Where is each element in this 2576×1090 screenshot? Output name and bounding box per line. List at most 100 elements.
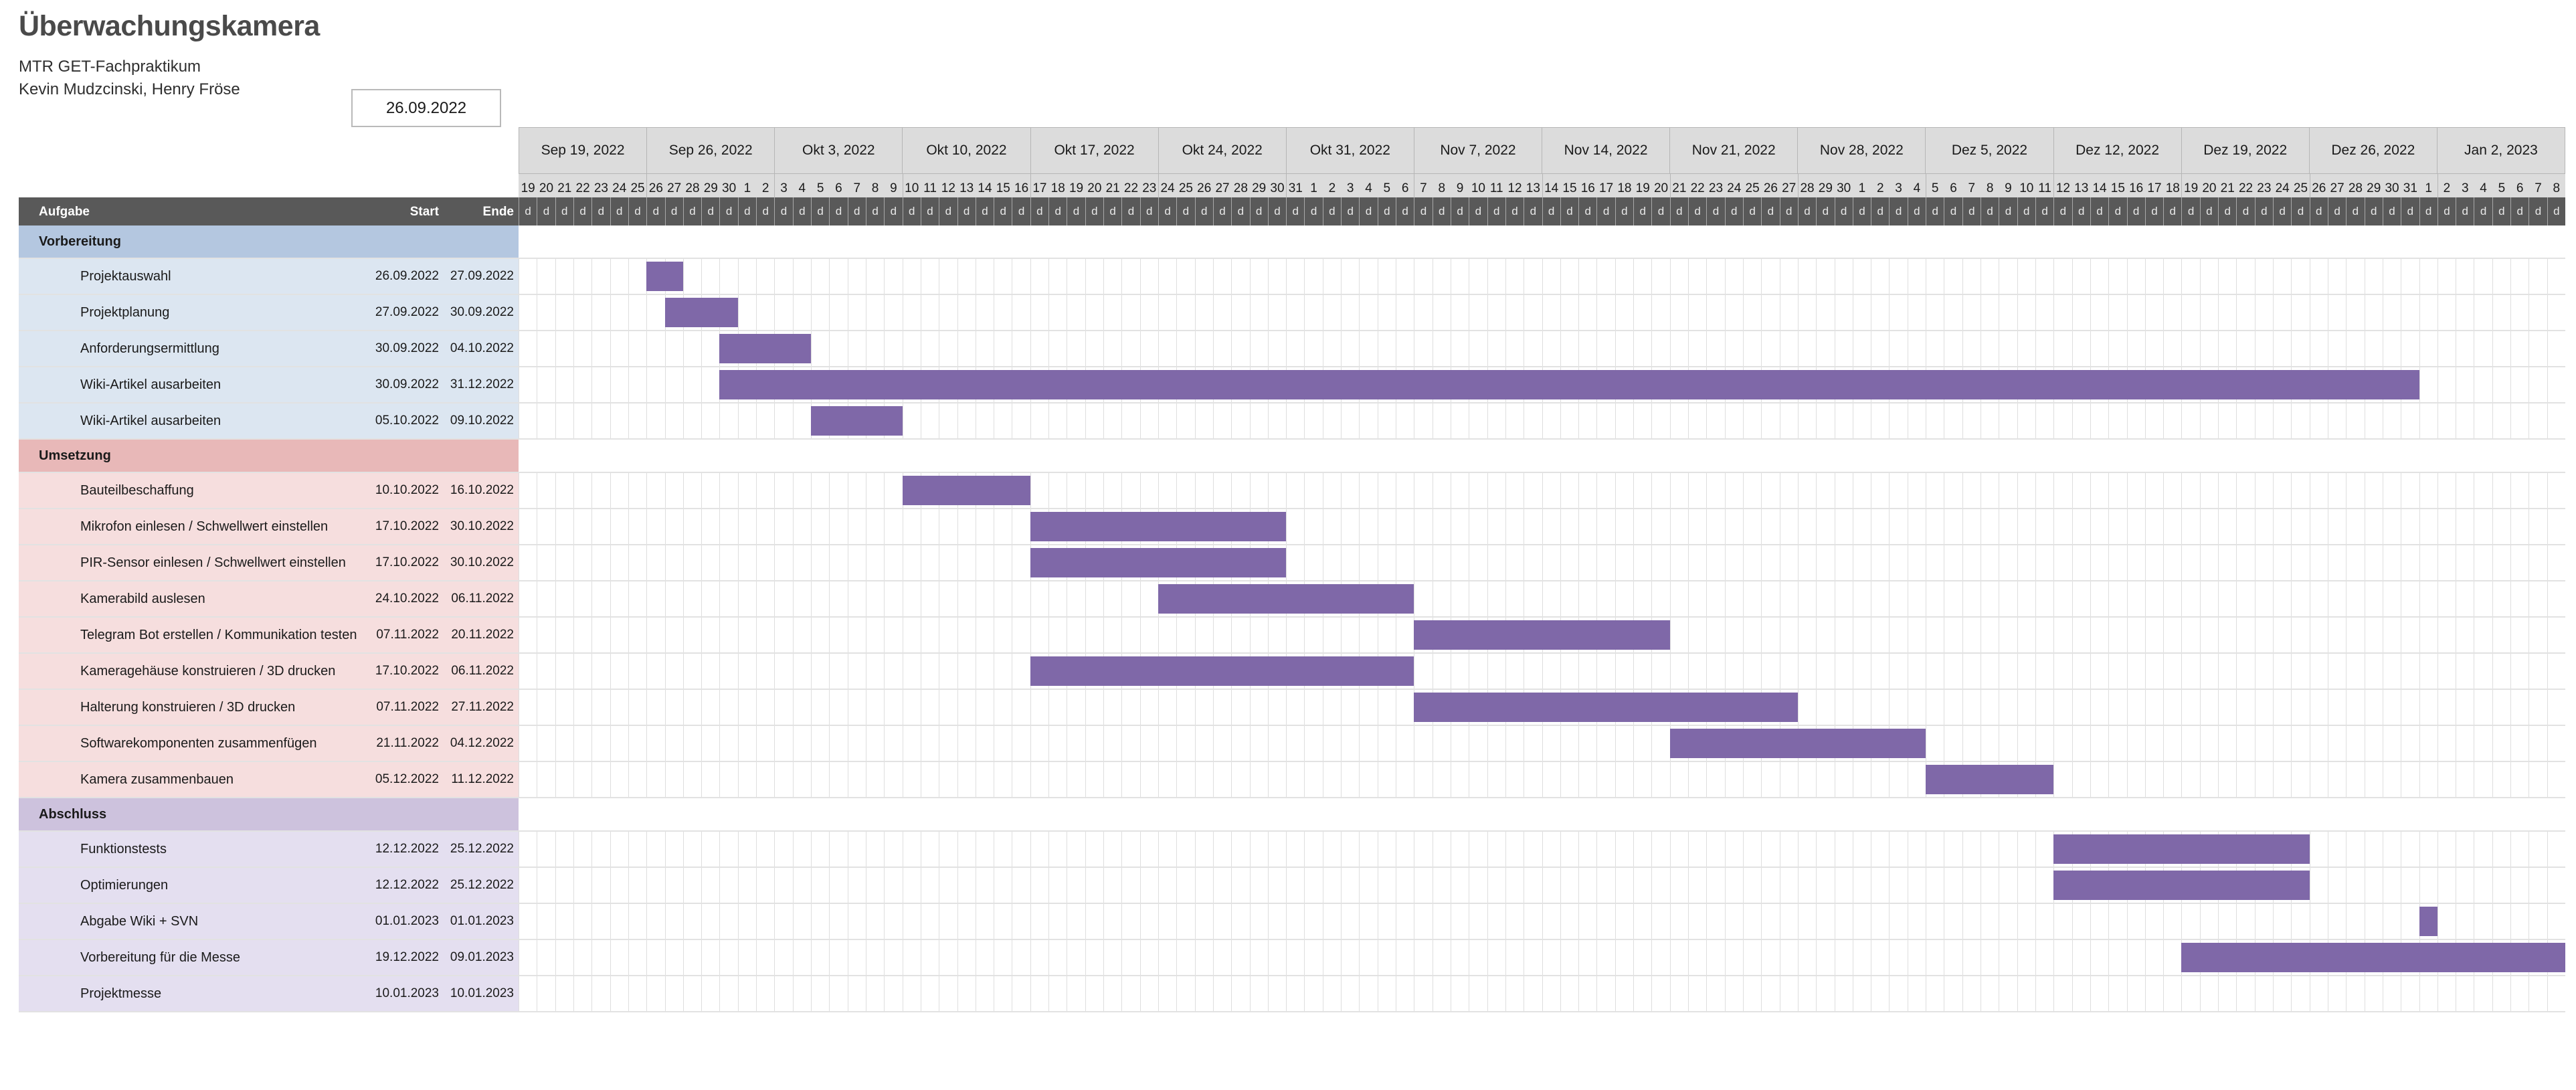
row-timeline-area[interactable] [519, 509, 2565, 544]
table-row[interactable]: Bauteilbeschaffung 10.10.2022 16.10.2022 [19, 473, 2565, 509]
row-timeline-area[interactable] [519, 618, 2565, 652]
row-timeline-area[interactable] [519, 545, 2565, 580]
grid-cell [2144, 976, 2163, 1011]
row-timeline-area[interactable] [519, 225, 2565, 258]
row-timeline-area[interactable] [519, 798, 2565, 830]
grid-cell [1907, 259, 1926, 294]
row-timeline-area[interactable] [519, 440, 2565, 472]
row-timeline-area[interactable] [519, 295, 2565, 330]
table-row[interactable]: Optimierungen 12.12.2022 25.12.2022 [19, 868, 2565, 904]
grid-cell [1396, 295, 1414, 330]
table-row[interactable]: Telegram Bot erstellen / Kommunikation t… [19, 618, 2565, 654]
table-row[interactable]: Wiki-Artikel ausarbeiten 30.09.2022 31.12.… [19, 367, 2565, 403]
table-row[interactable]: Wiki-Artikel ausarbeiten 05.10.2022 09.10.… [19, 403, 2565, 440]
gantt-bar[interactable] [1414, 620, 1670, 650]
table-row[interactable]: Abgabe Wiki + SVN 01.01.2023 01.01.2023 [19, 904, 2565, 940]
grid-cell [701, 545, 719, 580]
grid-cell [1176, 403, 1194, 438]
grid-cell [1578, 259, 1596, 294]
gantt-bar[interactable] [2053, 834, 2310, 864]
day-number-cell: 1 [1852, 174, 1871, 197]
table-row[interactable]: Halterung konstruieren / 3D drucken 07.11… [19, 690, 2565, 726]
day-unit-cell: d [2309, 197, 2328, 225]
grid-cell [1377, 904, 1396, 939]
section-row[interactable]: Vorbereitung [19, 225, 2565, 259]
row-timeline-area[interactable] [519, 690, 2565, 725]
gantt-bar[interactable] [2419, 907, 2437, 936]
gantt-bar[interactable] [719, 334, 811, 363]
gantt-bar[interactable] [1158, 584, 1414, 614]
gantt-bar[interactable] [2181, 943, 2565, 972]
grid-cell [1615, 331, 1633, 366]
gantt-bar[interactable] [1669, 729, 1926, 758]
gantt-bar[interactable] [1926, 765, 2054, 794]
row-timeline-area[interactable] [519, 367, 2565, 402]
table-row[interactable]: Projektplanung 27.09.2022 30.09.2022 [19, 295, 2565, 331]
grid-cell [2510, 690, 2528, 725]
grid-cell [847, 509, 866, 544]
day-unit-cell: d [1377, 197, 1396, 225]
table-row[interactable]: Funktionstests 12.12.2022 25.12.2022 [19, 832, 2565, 868]
row-timeline-area[interactable] [519, 868, 2565, 903]
table-row[interactable]: Vorbereitung für die Messe 19.12.2022 09.0… [19, 940, 2565, 976]
grid-cell [1267, 295, 1286, 330]
gantt-bar[interactable] [1414, 693, 1798, 722]
row-timeline-area[interactable] [519, 654, 2565, 689]
row-timeline-area[interactable] [519, 832, 2565, 867]
grid-cell [1450, 940, 1469, 975]
grid-cell [1688, 832, 1706, 867]
gantt-bar[interactable] [646, 262, 683, 291]
row-timeline-area[interactable] [519, 473, 2565, 508]
day-number-cell: 10 [1469, 174, 1487, 197]
grid-cell [975, 545, 994, 580]
grid-cell [2547, 403, 2565, 438]
section-row[interactable]: Abschluss [19, 798, 2565, 832]
row-timeline-area[interactable] [519, 259, 2565, 294]
row-timeline-area[interactable] [519, 976, 2565, 1011]
section-row[interactable]: Umsetzung [19, 440, 2565, 473]
table-row[interactable]: Softwarekomponenten zusammenfügen 21.11.2… [19, 726, 2565, 762]
table-row[interactable]: Kameragehäuse konstruieren / 3D drucken 1… [19, 654, 2565, 690]
grid-cell [2144, 259, 2163, 294]
gantt-bar[interactable] [1030, 512, 1287, 541]
grid-cell [1267, 904, 1286, 939]
project-start-date-field[interactable]: 26.09.2022 [351, 89, 501, 127]
table-row[interactable]: Mikrofon einlesen / Schwellwert einstell… [19, 509, 2565, 545]
grid-cell [2419, 295, 2437, 330]
grid-cell [1505, 295, 1524, 330]
grid-cell [2126, 403, 2145, 438]
grid-cell [1121, 868, 1139, 903]
row-timeline-area[interactable] [519, 581, 2565, 616]
table-row[interactable]: Projektmesse 10.01.2023 10.01.2023 [19, 976, 2565, 1012]
grid-cell [1560, 726, 1578, 761]
gantt-bar[interactable] [1030, 548, 1287, 577]
grid-cell [774, 690, 792, 725]
grid-cell [1231, 259, 1249, 294]
table-row[interactable]: Anforderungsermittlung 30.09.2022 04.10.20… [19, 331, 2565, 367]
grid-cell [2218, 403, 2236, 438]
table-row[interactable]: Kamera zusammenbauen 05.12.2022 11.12.2022 [19, 762, 2565, 798]
table-row[interactable]: Projektauswahl 26.09.2022 27.09.2022 [19, 259, 2565, 295]
row-timeline-area[interactable] [519, 403, 2565, 438]
grid-cell [2254, 976, 2273, 1011]
row-timeline-area[interactable] [519, 726, 2565, 761]
grid-cell [1030, 726, 1048, 761]
row-timeline-area[interactable] [519, 940, 2565, 975]
row-timeline-area[interactable] [519, 331, 2565, 366]
table-row[interactable]: Kamerabild auslesen 24.10.2022 06.11.2022 [19, 581, 2565, 618]
gantt-bar[interactable] [2053, 871, 2310, 900]
page-title: Überwachungskamera [19, 10, 320, 42]
row-timeline-area[interactable] [519, 904, 2565, 939]
grid-cell [2474, 868, 2492, 903]
gantt-bar[interactable] [1030, 656, 1414, 686]
day-number-cell: 3 [2456, 174, 2474, 197]
row-timeline-area[interactable] [519, 762, 2565, 797]
grid-cell [756, 618, 774, 652]
grid-cell [1103, 904, 1121, 939]
gantt-bar[interactable] [719, 370, 2419, 399]
gantt-bar[interactable] [811, 406, 903, 436]
grid-cell [519, 295, 537, 330]
gantt-bar[interactable] [902, 476, 1030, 505]
gantt-bar[interactable] [664, 298, 738, 327]
table-row[interactable]: PIR-Sensor einlesen / Schwellwert einste… [19, 545, 2565, 581]
